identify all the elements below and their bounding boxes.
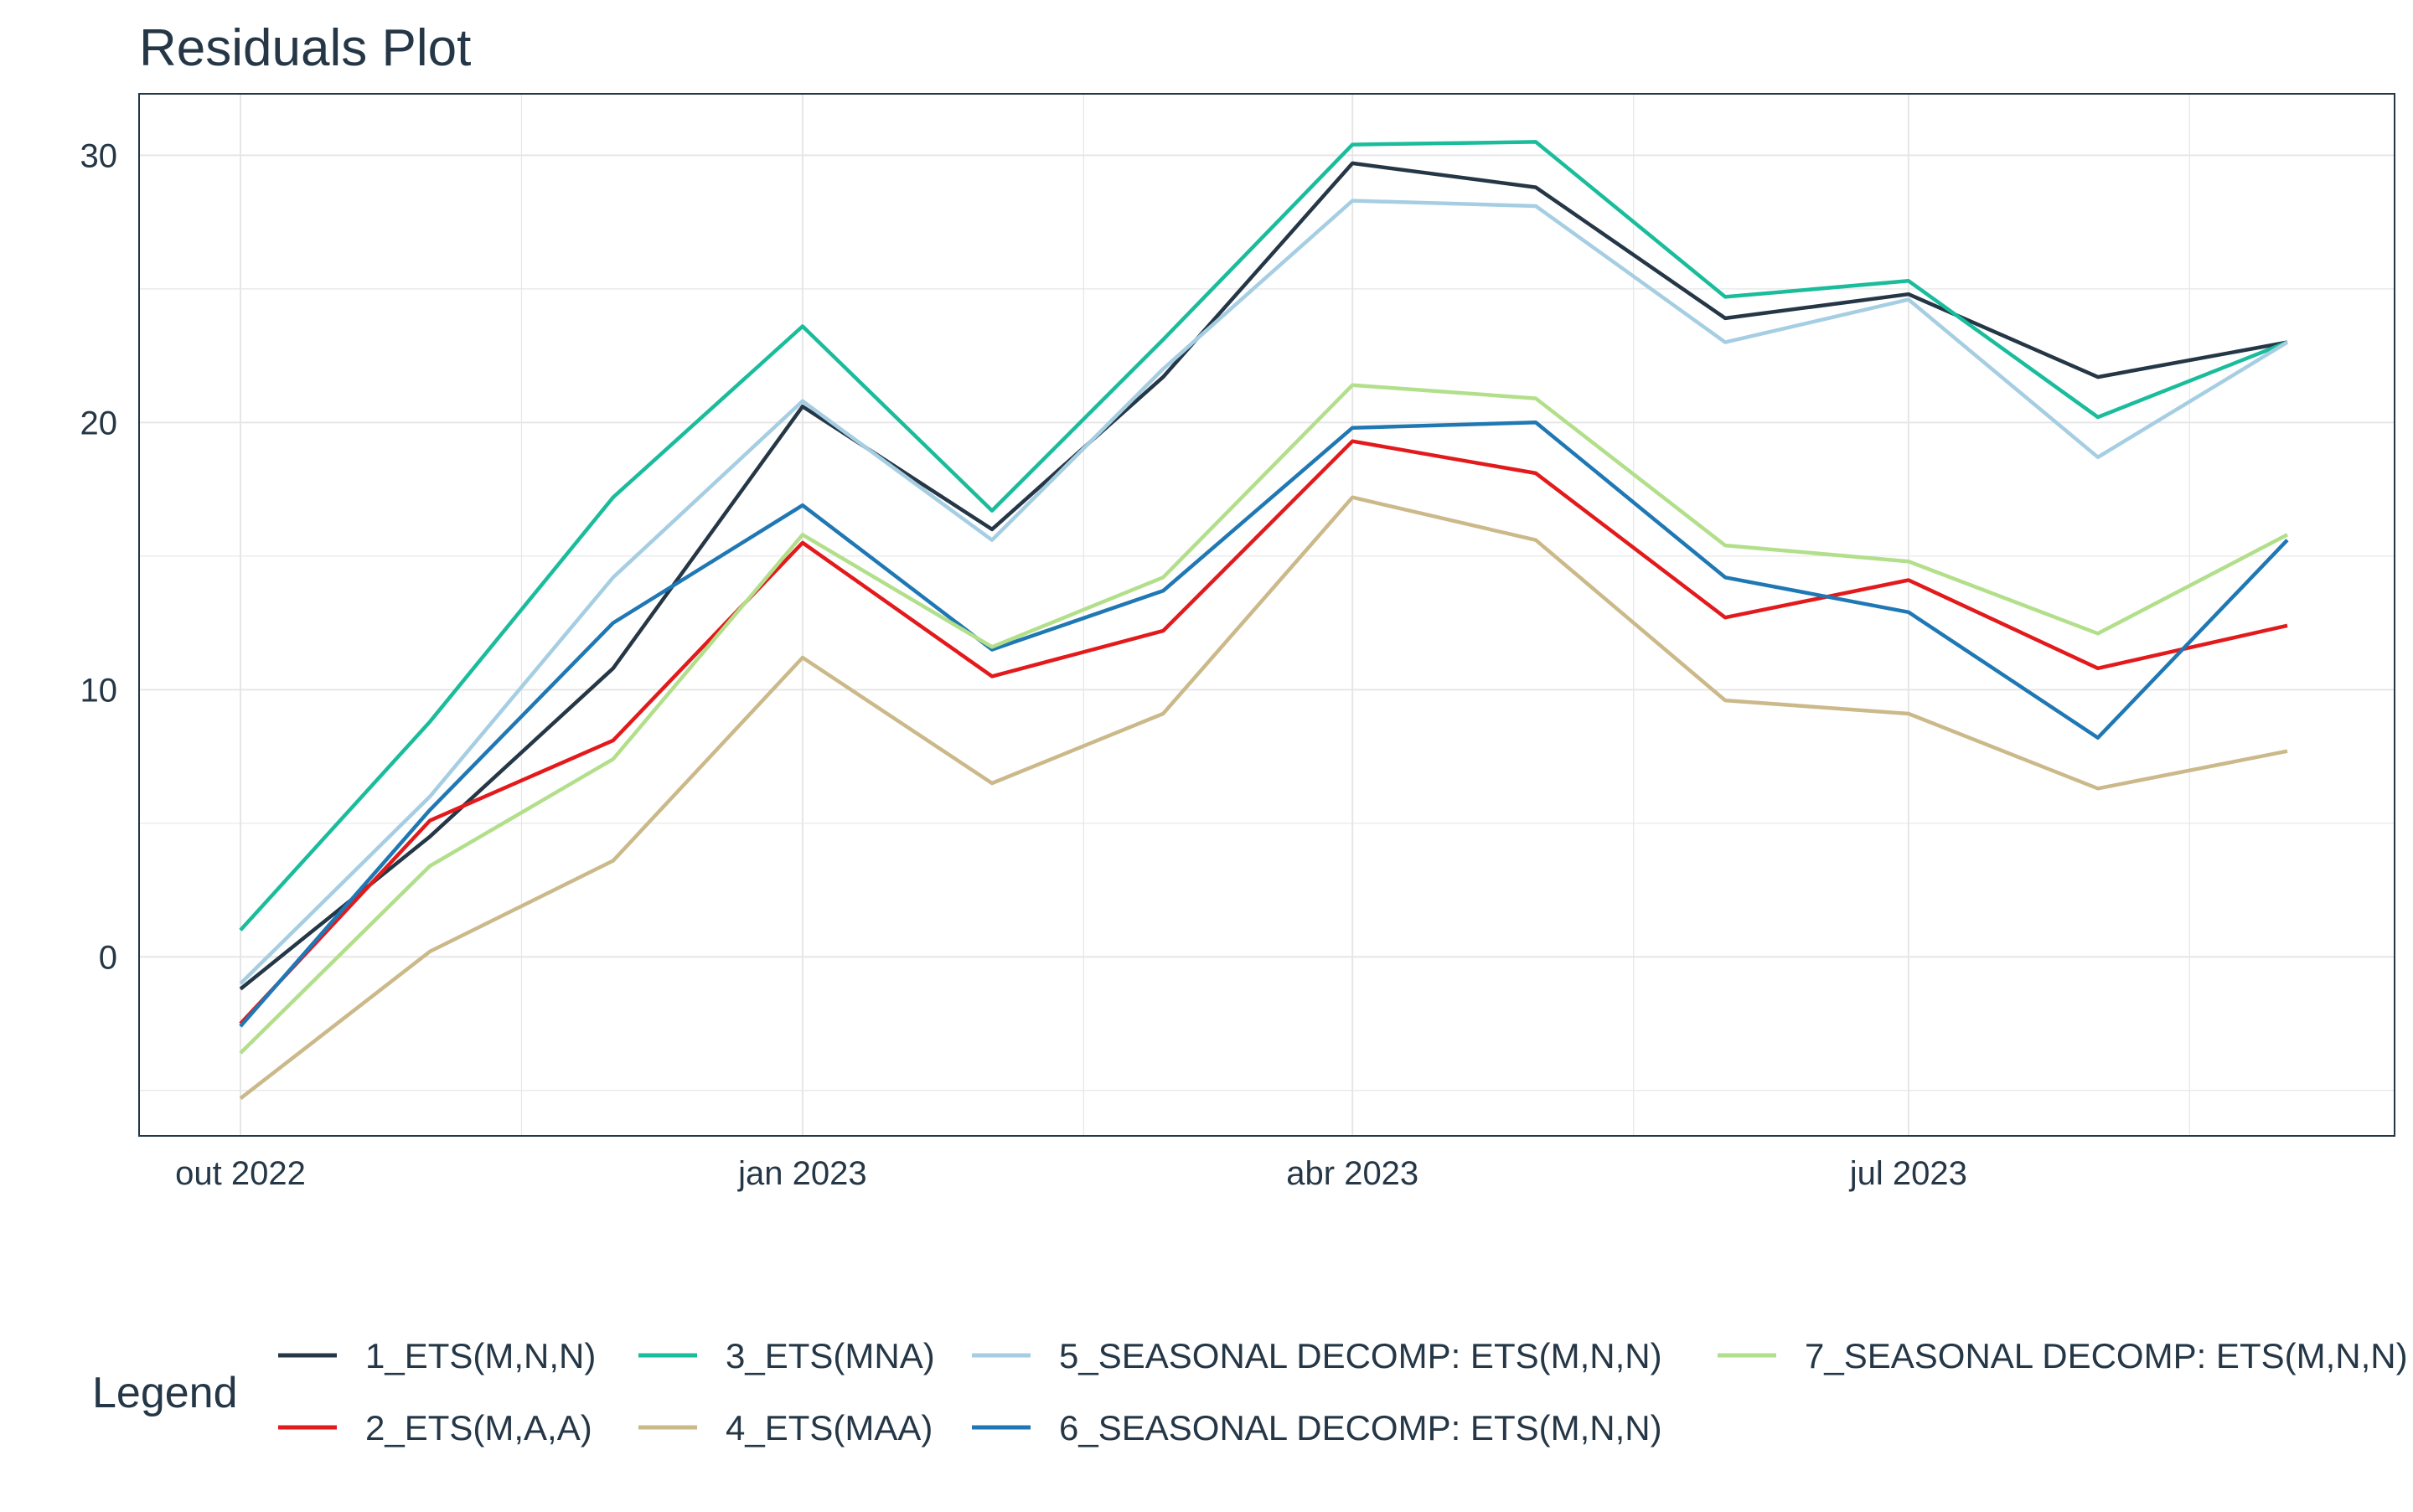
series-line — [239, 383, 2289, 1055]
chart-title: Residuals Plot — [139, 19, 471, 77]
legend-label: 1_ETS(M,N,N) — [365, 1336, 596, 1375]
legend-label: 5_SEASONAL DECOMP: ETS(M,N,N) — [1059, 1336, 1662, 1375]
x-tick-label: out 2022 — [175, 1155, 306, 1192]
y-tick-label: 30 — [80, 137, 118, 174]
axis-layer: 0 10 20 30 out 2022 jan 2023 abr 2023 jul 2023 — [80, 137, 1967, 1192]
y-tick-label: 0 — [99, 939, 117, 976]
panel-border — [138, 93, 2395, 1137]
series-line — [239, 439, 2288, 1025]
series-line — [239, 161, 2288, 991]
x-tick-label: abr 2023 — [1286, 1155, 1418, 1192]
series-line — [239, 495, 2288, 1101]
legend-label: 2_ETS(M,A,A) — [365, 1408, 592, 1447]
legend-label: 6_SEASONAL DECOMP: ETS(M,N,N) — [1059, 1408, 1662, 1447]
y-tick-label: 10 — [80, 672, 118, 709]
series-line — [239, 421, 2289, 1028]
y-tick-label: 20 — [80, 405, 118, 441]
series-line — [239, 199, 2289, 985]
legend-label: 4_ETS(MAA) — [726, 1408, 933, 1447]
legend: Legend 1_ETS(M,N,N) 2_ETS(M,A,A) 3_ETS(MNA)… — [92, 1336, 2408, 1447]
series-line — [239, 140, 2288, 931]
legend-label: 7_SEASONAL DECOMP: ETS(M,N,N) — [1805, 1336, 2408, 1375]
grid-layer — [139, 94, 2395, 1136]
legend-label: 3_ETS(MNA) — [726, 1336, 935, 1375]
x-tick-label: jan 2023 — [737, 1155, 866, 1192]
series-layer — [239, 140, 2289, 1101]
legend-title: Legend — [92, 1369, 238, 1417]
x-tick-label: jul 2023 — [1849, 1155, 1967, 1192]
